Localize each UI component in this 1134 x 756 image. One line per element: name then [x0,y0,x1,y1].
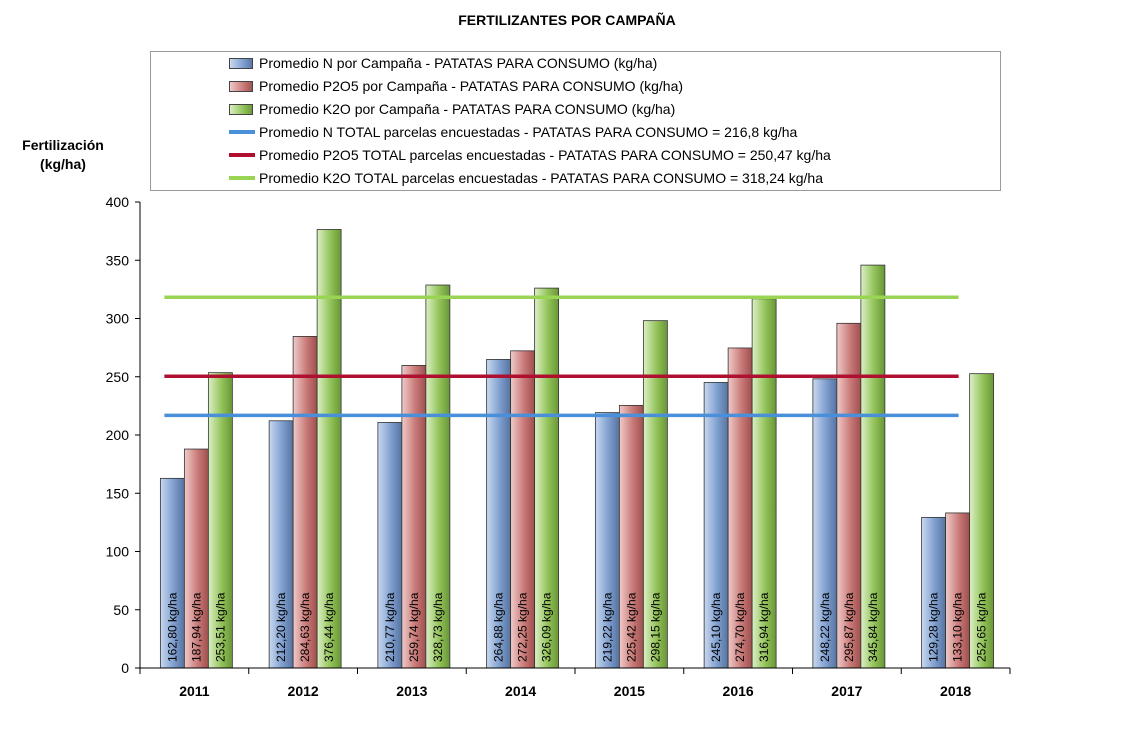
data-label-2016-series-0: 245,10 kg/ha [709,592,723,662]
legend-entry-p2o5-total: Promedio P2O5 TOTAL parcelas encuestadas… [151,144,831,166]
y-axis-label-line-1: Fertilización [22,137,104,153]
legend-label-k2o-total: Promedio K2O TOTAL parcelas encuestadas … [259,170,824,186]
legend-entry-k2o: Promedio K2O por Campaña - PATATAS PARA … [151,98,675,120]
bar-2011-series-2 [207,372,233,669]
data-label-2012-series-2: 376,44 kg/ha [322,592,336,662]
data-label-2015-series-1: 225,42 kg/ha [624,592,638,662]
data-label-2011-series-0: 162,80 kg/ha [165,592,179,662]
bar-2016-series-0 [703,382,729,669]
bar-2017-series-0 [812,378,838,669]
y-tick-label-400: 400 [106,194,130,210]
bar-2014-series-2 [534,287,560,669]
x-tick-label-2016: 2016 [723,683,754,699]
y-tick-label-100: 100 [106,544,130,560]
data-label-2016-series-1: 274,70 kg/ha [733,592,747,662]
chart-title: FERTILIZANTES POR CAMPAÑA [458,12,676,28]
bar-2017-series-2 [860,264,886,669]
data-label-2018-series-2: 252,65 kg/ha [975,592,989,662]
bar-2014-series-1 [510,350,536,669]
legend-entry-n-total: Promedio N TOTAL parcelas encuestadas - … [151,121,797,143]
y-tick-label-0: 0 [121,660,129,676]
y-tick-label-150: 150 [106,485,130,501]
bar-2014-series-0 [486,359,512,669]
data-label-2014-series-1: 272,25 kg/ha [516,592,530,662]
legend-swatch-p2o5 [229,80,253,92]
bar-2012-series-0 [268,420,294,669]
legend-entry-n: Promedio N por Campaña - PATATAS PARA CO… [151,52,657,74]
bar-2018-series-0 [921,516,947,669]
x-tick-label-2012: 2012 [288,683,319,699]
data-label-2015-series-0: 219,22 kg/ha [600,592,614,662]
data-label-2014-series-2: 326,09 kg/ha [540,592,554,662]
legend-label-k2o: Promedio K2O por Campaña - PATATAS PARA … [259,101,676,117]
data-label-2018-series-1: 133,10 kg/ha [951,592,965,662]
bar-2013-series-0 [377,422,403,669]
data-label-2018-series-0: 129,28 kg/ha [927,592,941,662]
legend-line-n-total [229,130,255,134]
legend-line-p2o5-total [229,153,255,157]
legend-entry-p2o5: Promedio P2O5 por Campaña - PATATAS PARA… [151,75,683,97]
legend-entry-k2o-total: Promedio K2O TOTAL parcelas encuestadas … [151,167,823,189]
bar-2015-series-1 [618,404,644,669]
legend-line-k2o-total [229,176,255,180]
legend-swatch-k2o [229,103,253,115]
data-label-2013-series-1: 259,74 kg/ha [407,592,421,662]
y-axis-label: Fertilización (kg/ha) [8,136,118,174]
data-label-2012-series-0: 212,20 kg/ha [274,592,288,662]
data-label-2015-series-2: 298,15 kg/ha [648,592,662,662]
bar-2015-series-2 [642,320,668,669]
data-label-2017-series-1: 295,87 kg/ha [842,592,856,662]
legend-label-n: Promedio N por Campaña - PATATAS PARA CO… [259,55,658,71]
legend-swatch-n [229,57,253,69]
y-tick-label-250: 250 [106,369,130,385]
x-tick-label-2018: 2018 [940,683,971,699]
data-label-2017-series-2: 345,84 kg/ha [866,592,880,662]
legend-label-p2o5-total: Promedio P2O5 TOTAL parcelas encuestadas… [259,147,831,163]
data-label-2014-series-0: 264,88 kg/ha [492,592,506,662]
data-label-2013-series-0: 210,77 kg/ha [383,592,397,662]
data-label-2011-series-2: 253,51 kg/ha [213,592,227,662]
y-tick-label-350: 350 [106,252,130,268]
y-tick-label-300: 300 [106,311,130,327]
data-label-2012-series-1: 284,63 kg/ha [298,592,312,662]
legend-label-p2o5: Promedio P2O5 por Campaña - PATATAS PARA… [259,78,684,94]
x-tick-label-2017: 2017 [831,683,862,699]
bar-2015-series-0 [594,412,620,669]
y-axis-label-line-2: (kg/ha) [40,156,86,172]
data-label-2011-series-1: 187,94 kg/ha [189,592,203,662]
x-tick-label-2013: 2013 [396,683,427,699]
x-tick-label-2015: 2015 [614,683,645,699]
bar-2012-series-2 [316,229,342,669]
data-label-2016-series-2: 316,94 kg/ha [757,592,771,662]
y-tick-label-50: 50 [113,602,129,618]
data-label-2017-series-0: 248,22 kg/ha [818,592,832,662]
chart-legend: Promedio N por Campaña - PATATAS PARA CO… [150,51,1001,191]
bar-2018-series-1 [945,512,971,669]
data-label-2013-series-2: 328,73 kg/ha [431,592,445,662]
bar-2011-series-1 [183,448,209,669]
x-tick-label-2014: 2014 [505,683,536,699]
x-tick-label-2011: 2011 [179,683,210,699]
y-tick-label-200: 200 [106,427,130,443]
legend-label-n-total: Promedio N TOTAL parcelas encuestadas - … [259,124,798,140]
